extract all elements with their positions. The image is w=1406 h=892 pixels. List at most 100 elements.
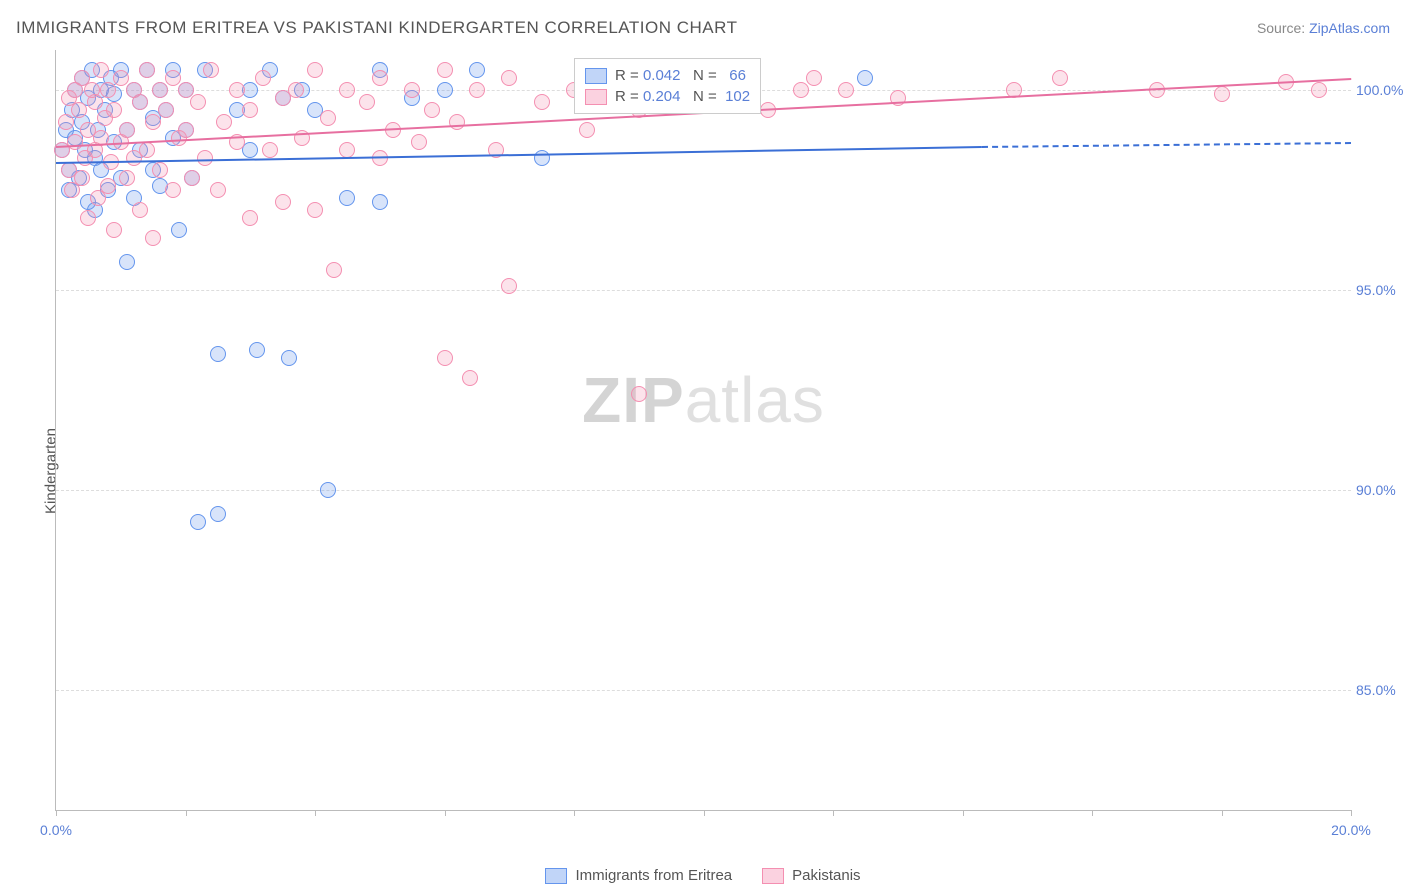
point-pakistani <box>469 82 485 98</box>
point-pakistani <box>158 102 174 118</box>
trend-line <box>982 142 1351 148</box>
point-pakistani <box>216 114 232 130</box>
point-eritrea <box>249 342 265 358</box>
point-pakistani <box>203 62 219 78</box>
point-pakistani <box>631 386 647 402</box>
point-pakistani <box>210 182 226 198</box>
point-pakistani <box>449 114 465 130</box>
point-eritrea <box>320 482 336 498</box>
point-pakistani <box>165 182 181 198</box>
point-pakistani <box>838 82 854 98</box>
point-pakistani <box>74 170 90 186</box>
xtick <box>315 810 316 816</box>
point-pakistani <box>404 82 420 98</box>
point-eritrea <box>171 222 187 238</box>
point-eritrea <box>437 82 453 98</box>
xtick <box>445 810 446 816</box>
point-pakistani <box>165 70 181 86</box>
point-pakistani <box>80 210 96 226</box>
plot-region: ZIPatlas 85.0%90.0%95.0%100.0%0.0%20.0%R… <box>55 50 1351 811</box>
point-eritrea <box>119 254 135 270</box>
point-pakistani <box>152 162 168 178</box>
point-pakistani <box>793 82 809 98</box>
point-pakistani <box>113 70 129 86</box>
point-pakistani <box>93 62 109 78</box>
point-pakistani <box>132 94 148 110</box>
xtick-label: 20.0% <box>1331 822 1371 838</box>
legend-stats-row: R = 0.204 N = 102 <box>585 86 750 107</box>
point-pakistani <box>184 170 200 186</box>
xtick <box>1222 810 1223 816</box>
trend-line <box>56 146 982 164</box>
point-pakistani <box>1052 70 1068 86</box>
point-pakistani <box>320 110 336 126</box>
xtick <box>1092 810 1093 816</box>
point-eritrea <box>281 350 297 366</box>
xtick <box>186 810 187 816</box>
point-pakistani <box>359 94 375 110</box>
swatch-blue <box>545 868 567 884</box>
point-pakistani <box>372 70 388 86</box>
point-pakistani <box>339 142 355 158</box>
xtick <box>574 810 575 816</box>
ytick-label: 85.0% <box>1356 682 1406 698</box>
point-pakistani <box>411 134 427 150</box>
legend-stats-row: R = 0.042 N = 66 <box>585 65 750 86</box>
point-pakistani <box>152 82 168 98</box>
point-eritrea <box>372 194 388 210</box>
point-pakistani <box>806 70 822 86</box>
point-pakistani <box>501 70 517 86</box>
gridline <box>56 490 1351 491</box>
ytick-label: 90.0% <box>1356 482 1406 498</box>
point-eritrea <box>339 190 355 206</box>
point-pakistani <box>275 194 291 210</box>
chart-area: Kindergarten ZIPatlas 85.0%90.0%95.0%100… <box>0 50 1406 892</box>
point-pakistani <box>132 202 148 218</box>
xtick <box>963 810 964 816</box>
point-pakistani <box>262 142 278 158</box>
point-eritrea <box>469 62 485 78</box>
point-eritrea <box>534 150 550 166</box>
chart-title: IMMIGRANTS FROM ERITREA VS PAKISTANI KIN… <box>16 18 737 38</box>
point-pakistani <box>1311 82 1327 98</box>
xtick <box>1351 810 1352 816</box>
gridline <box>56 690 1351 691</box>
swatch-pink <box>762 868 784 884</box>
ytick-label: 100.0% <box>1356 82 1406 98</box>
point-pakistani <box>501 278 517 294</box>
ytick-label: 95.0% <box>1356 282 1406 298</box>
point-pakistani <box>87 94 103 110</box>
point-pakistani <box>1214 86 1230 102</box>
legend-bottom: Immigrants from Eritrea Pakistanis <box>0 867 1406 884</box>
swatch-blue <box>585 68 607 84</box>
point-pakistani <box>145 114 161 130</box>
point-pakistani <box>288 82 304 98</box>
xtick <box>704 810 705 816</box>
point-pakistani <box>106 222 122 238</box>
xtick <box>833 810 834 816</box>
point-pakistani <box>145 230 161 246</box>
xtick <box>56 810 57 816</box>
chart-header: IMMIGRANTS FROM ERITREA VS PAKISTANI KIN… <box>0 0 1406 48</box>
point-pakistani <box>67 134 83 150</box>
point-pakistani <box>579 122 595 138</box>
source-link[interactable]: ZipAtlas.com <box>1309 20 1390 36</box>
point-pakistani <box>229 82 245 98</box>
point-pakistani <box>242 102 258 118</box>
legend-stats: R = 0.042 N = 66R = 0.204 N = 102 <box>574 58 761 114</box>
point-pakistani <box>100 82 116 98</box>
point-pakistani <box>462 370 478 386</box>
point-pakistani <box>197 150 213 166</box>
point-pakistani <box>307 202 323 218</box>
xtick-label: 0.0% <box>40 822 72 838</box>
point-pakistani <box>139 142 155 158</box>
point-pakistani <box>119 170 135 186</box>
point-pakistani <box>242 210 258 226</box>
point-pakistani <box>307 62 323 78</box>
point-pakistani <box>119 122 135 138</box>
point-pakistani <box>437 350 453 366</box>
point-pakistani <box>326 262 342 278</box>
point-pakistani <box>71 102 87 118</box>
point-pakistani <box>139 62 155 78</box>
watermark: ZIPatlas <box>582 363 825 437</box>
